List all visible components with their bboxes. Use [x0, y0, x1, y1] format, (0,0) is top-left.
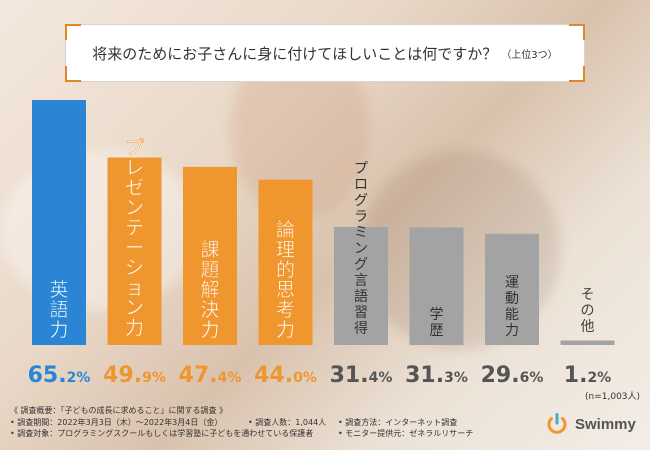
- category-label-6: 学歴: [430, 307, 444, 339]
- brand-logo: Swimmy: [545, 412, 636, 436]
- bar-4: [258, 179, 313, 345]
- value-label-1: 65.2%: [28, 363, 91, 388]
- bar-3: [183, 166, 237, 345]
- bar-6: [409, 227, 464, 345]
- bar-2: [107, 157, 162, 345]
- footnote-target: • 調査対象：プログラミングスクールもしくは学習塾に子どもを通わせている保護者: [10, 429, 314, 438]
- title-corner: [569, 66, 585, 82]
- title-corner: [65, 24, 81, 40]
- category-label-3: 課題解決力: [200, 239, 219, 341]
- bar-7: [485, 233, 539, 345]
- category-label-7: 運動能力: [505, 275, 519, 339]
- footnote-period: • 調査期間：2022年3月3日（木）〜2022年3月4日（金）: [10, 417, 223, 427]
- chart-title-box: 将来のためにお子さんに身に付けてほしいことは何ですか？ （上位3つ）: [65, 24, 585, 82]
- title-corner: [65, 66, 81, 82]
- brand-name: Swimmy: [575, 415, 636, 433]
- chart-title-main: 将来のためにお子さんに身に付けてほしいことは何ですか？: [92, 44, 498, 63]
- category-label-5: プログラミング言語習得: [354, 161, 368, 337]
- footnote-method: • 調査方法：インターネット調査: [338, 417, 458, 427]
- survey-footnote: 《 調査概要：「子どもの成長に求めること」に関する調査 》 • 調査期間：202…: [10, 405, 473, 440]
- value-label-5: 31.4%: [330, 363, 393, 388]
- value-label-3: 47.4%: [179, 363, 242, 388]
- bar-5: [334, 227, 388, 345]
- chart-title: 将来のためにお子さんに身に付けてほしいことは何ですか？ （上位3つ）: [66, 25, 584, 81]
- title-corner: [569, 24, 585, 40]
- footnote-provider: • モニター提供元：ゼネラルリサーチ: [338, 429, 474, 438]
- footnote-line: 《 調査概要：「子どもの成長に求めること」に関する調査 》: [10, 406, 228, 415]
- footnote-count: • 調査人数：1,044人: [248, 417, 327, 427]
- value-label-6: 31.3%: [405, 363, 468, 388]
- value-label-8: 1.2%: [564, 363, 611, 388]
- footnote-line: • 調査期間：2022年3月3日（木）〜2022年3月4日（金） • 調査人数：1…: [10, 417, 473, 429]
- category-label-1: 英語力: [49, 279, 68, 341]
- value-label-4: 44.0%: [254, 363, 317, 388]
- category-label-8: その他: [581, 287, 595, 335]
- bar-1: [32, 100, 86, 345]
- value-label-7: 29.6%: [481, 363, 544, 388]
- sample-size-note: (n=1,003人): [585, 392, 641, 402]
- category-label-2: プレゼンテーション力: [125, 137, 144, 339]
- category-label-4: 論理的思考力: [276, 219, 295, 341]
- bar-8: [560, 340, 615, 345]
- power-icon: [547, 413, 567, 434]
- value-label-2: 49.9%: [103, 363, 166, 388]
- chart-title-sub: （上位3つ）: [501, 49, 558, 61]
- footnote-line: • 調査対象：プログラミングスクールもしくは学習塾に子どもを通わせている保護者 •…: [10, 428, 473, 440]
